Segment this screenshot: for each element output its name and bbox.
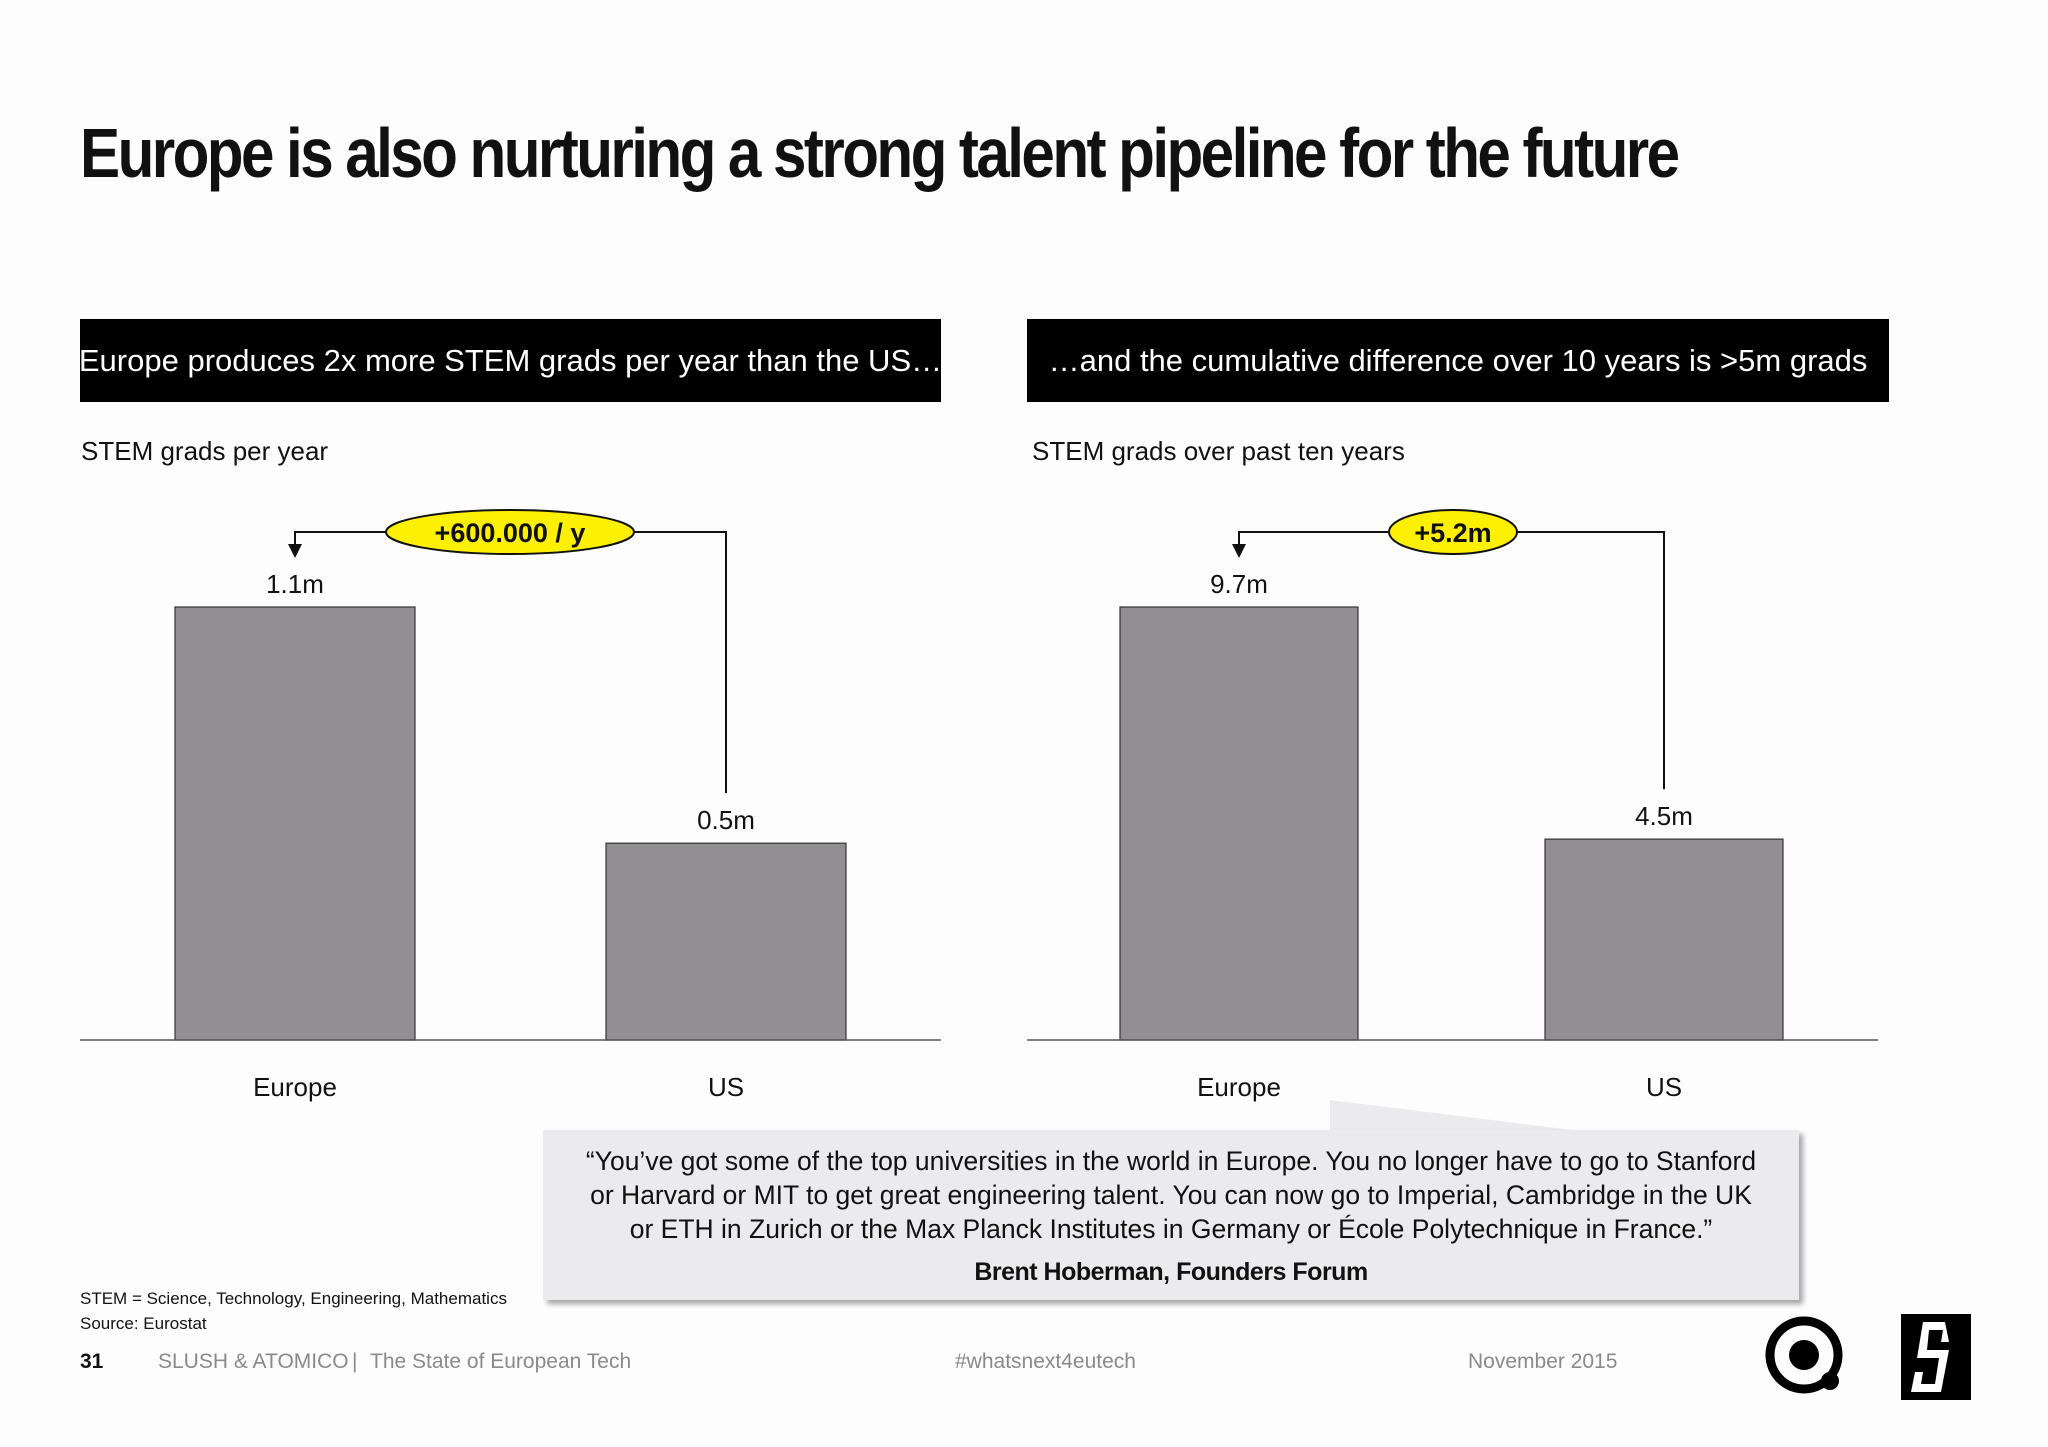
bar-value-label: 0.5m [697,805,755,835]
right-chart-subtitle: STEM grads over past ten years [1032,436,1405,466]
bar-us [605,842,847,1041]
category-label: Europe [1197,1072,1281,1102]
footnote-source: Source: Eurostat [80,1314,207,1333]
page-number: 31 [80,1350,104,1373]
difference-arrowhead [288,544,302,558]
category-label: US [1646,1072,1682,1102]
difference-highlight [1388,509,1518,555]
footer-report: The State of European Tech [370,1350,632,1373]
footer-publisher: SLUSH & ATOMICO [158,1350,349,1373]
bar-europe [1119,606,1359,1041]
footnote-definition: STEM = Science, Technology, Engineering,… [80,1289,507,1308]
category-label: Europe [253,1072,337,1102]
difference-label: +600.000 / y [435,518,586,548]
difference-arrowhead [1232,544,1246,558]
quote-tail [1330,1100,1580,1131]
bar-value-label: 1.1m [266,569,324,599]
bar-us [1544,838,1784,1041]
difference-label: +5.2m [1414,518,1491,548]
footer-separator: | [352,1350,358,1373]
bar-europe [174,606,416,1041]
difference-highlight [385,509,635,555]
quote-text: “You’ve got some of the top universities… [543,1144,1799,1246]
footer-date: November 2015 [1468,1350,1618,1373]
quote-line: “You’ve got some of the top universities… [585,1146,1757,1176]
footer-hashtag: #whatsnext4eutech [955,1350,1136,1373]
quote-author: Brent Hoberman, Founders Forum [974,1258,1368,1286]
quote-line: or ETH in Zurich or the Max Planck Insti… [629,1214,1713,1244]
left-chart-subtitle: STEM grads per year [81,436,329,466]
slush-logo [1901,1314,1971,1400]
category-label: US [708,1072,744,1102]
bar-value-label: 4.5m [1635,801,1693,831]
right-banner: …and the cumulative difference over 10 y… [1027,319,1889,402]
page-title: Europe is also nurturing a strong talent… [80,114,1680,192]
quote-line: or Harvard or MIT to get great engineeri… [590,1180,1752,1210]
left-banner: Europe produces 2x more STEM grads per y… [79,319,942,402]
atomico-circle-logo [1765,1316,1843,1394]
quote-box: “You’ve got some of the top universities… [543,1130,1799,1300]
bar-value-label: 9.7m [1210,569,1268,599]
